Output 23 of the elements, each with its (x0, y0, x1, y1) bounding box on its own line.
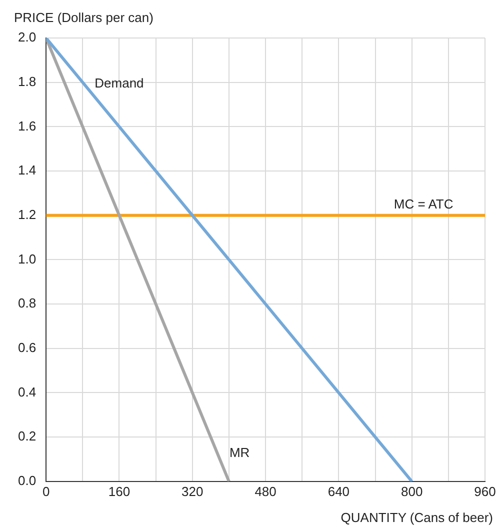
series-label: Demand (94, 75, 144, 90)
y-tick-label: 1.4 (18, 162, 36, 178)
x-axis-title: QUANTITY (Cans of beer) (340, 510, 493, 525)
y-tick-label: 2.0 (18, 30, 36, 45)
y-tick-label: 0.6 (18, 340, 36, 355)
series-label: MR (229, 445, 250, 460)
y-tick-label: 0.4 (18, 384, 36, 400)
y-tick-label: 1.0 (18, 251, 36, 266)
y-tick-label: 1.2 (18, 206, 36, 222)
x-tick-label: 0 (42, 484, 50, 499)
x-tick-label: 160 (108, 484, 130, 499)
x-tick-label: 640 (328, 484, 350, 499)
y-tick-label: 1.8 (18, 74, 36, 89)
series-label: MC = ATC (394, 196, 454, 212)
y-tick-label: 0.2 (18, 428, 36, 444)
x-tick-label: 800 (400, 484, 423, 499)
y-tick-label: 0.8 (18, 296, 36, 311)
y-tick-label: 0.0 (18, 472, 36, 488)
x-tick-label: 960 (474, 484, 496, 499)
x-tick-label: 480 (254, 484, 276, 499)
y-axis-title: PRICE (Dollars per can) (14, 10, 154, 25)
y-tick-label: 1.6 (18, 118, 36, 134)
x-tick-label: 320 (182, 484, 204, 499)
